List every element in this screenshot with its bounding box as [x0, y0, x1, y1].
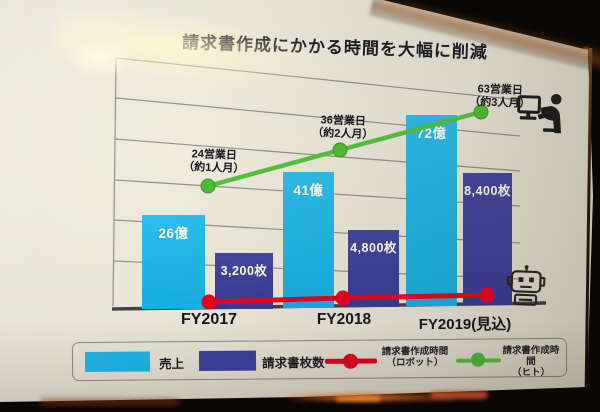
person-at-computer-icon	[517, 93, 562, 134]
bar-sales-fy2018: 41億	[283, 172, 334, 308]
bezel-corner-glint	[581, 46, 591, 56]
x-axis-label-fy2017: FY2017	[144, 311, 274, 329]
bar-value-label: 4,800枚	[348, 237, 399, 256]
bottom-reflection	[40, 399, 180, 405]
bar-value-label: 3,200枚	[215, 260, 273, 279]
bar-value-label: 26億	[142, 222, 205, 242]
glare-hotspot	[64, 38, 136, 78]
x-axis-label-fy2019: FY2019(見込)	[400, 313, 530, 334]
robot-icon	[506, 265, 546, 306]
x-axis-label-fy2018: FY2018	[279, 311, 409, 329]
bar-sales-fy2017: 26億	[142, 215, 205, 309]
bottom-reflection	[430, 391, 488, 399]
bottom-reflection	[336, 397, 380, 401]
